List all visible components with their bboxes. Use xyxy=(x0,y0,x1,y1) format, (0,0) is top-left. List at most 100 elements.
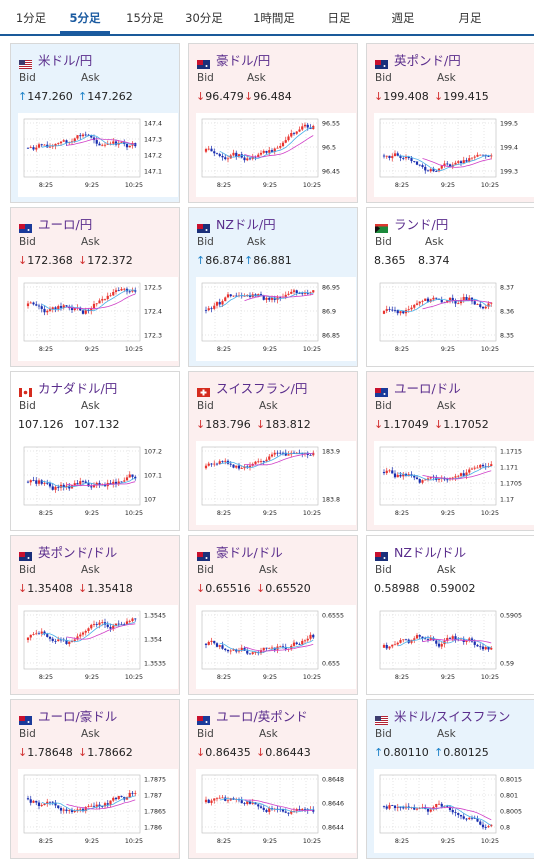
rate-card[interactable]: ユーロ/ドル Bid Ask ↓1.17049 ↓1.17052 1.1715 1.171 1… xyxy=(366,371,534,531)
eu-us-flag-icon xyxy=(375,382,388,397)
candle xyxy=(426,809,430,812)
x-tick-label: 8:25 xyxy=(39,182,53,189)
candle xyxy=(259,152,263,155)
arrow-down-icon: ↓ xyxy=(434,90,444,103)
tab-1分足[interactable]: 1分足 xyxy=(15,11,47,25)
tab-月足[interactable]: 月足 xyxy=(458,11,482,25)
rate-card[interactable]: ユーロ/豪ドル Bid Ask ↓1.78648 ↓1.78662 1.7875 1.787… xyxy=(10,699,180,859)
candle xyxy=(84,807,87,812)
pair-name-link[interactable]: NZドル/円 xyxy=(216,217,276,232)
candle xyxy=(481,306,485,309)
price-chart[interactable]: 1.1715 1.171 1.1705 1.17 8:25 9:25 10:25 xyxy=(374,441,534,525)
candlestick-chart: 8.37 8.36 8.35 8:25 9:25 10:25 xyxy=(379,282,514,353)
moving-average-slow xyxy=(66,799,136,810)
pair-name-link[interactable]: 英ポンド/円 xyxy=(394,53,461,68)
rate-card[interactable]: 英ポンド/ドル Bid Ask ↓1.35408 ↓1.35418 1.3545 1.354… xyxy=(10,535,180,695)
candle xyxy=(237,154,241,157)
candle xyxy=(210,463,213,465)
rate-card[interactable]: ユーロ/円 Bid Ask ↓172.368 ↓172.372 172.5 172.4 172… xyxy=(10,207,180,367)
y-tick-label: 147.4 xyxy=(144,121,162,128)
pair-name-link[interactable]: 豪ドル/円 xyxy=(216,53,271,68)
candle xyxy=(457,475,460,477)
moving-average-fast xyxy=(41,289,136,312)
price-chart[interactable]: 96.55 96.5 96.45 8:25 9:25 10:25 xyxy=(196,113,356,197)
candle xyxy=(273,297,276,300)
pair-name-link[interactable]: 豪ドル/ドル xyxy=(216,545,283,560)
price-chart[interactable]: 199.5 199.4 199.3 8:25 9:25 10:25 xyxy=(374,113,534,197)
candle xyxy=(432,297,435,300)
candle xyxy=(284,452,287,456)
rate-card[interactable]: 英ポンド/円 Bid Ask ↓199.408 ↓199.415 199.5 199.4 19… xyxy=(366,43,534,203)
candle xyxy=(468,469,471,473)
rate-card[interactable]: NZドル/ドル Bid Ask 0.58988 0.59002 0.5905 0.59 8:2… xyxy=(366,535,534,695)
candle xyxy=(254,802,257,805)
rate-card[interactable]: ランド/円 Bid Ask 8.365 8.374 8.37 8.36 8.35 8:25 9:2… xyxy=(366,207,534,367)
rate-card[interactable]: 米ドル/スイスフラン Bid Ask ↑0.80110 ↑0.80125 0.8015 0.… xyxy=(366,699,534,859)
y-tick-label: 1.787 xyxy=(144,793,162,800)
pair-name-link[interactable]: ユーロ/ドル xyxy=(394,381,461,396)
candle xyxy=(391,470,394,474)
price-chart[interactable]: 1.7875 1.787 1.7865 1.786 8:25 9:25 10:25 xyxy=(18,769,178,853)
candle xyxy=(402,473,405,477)
pair-name-link[interactable]: 米ドル/スイスフラン xyxy=(394,709,511,724)
pair-name-link[interactable]: ユーロ/英ポンド xyxy=(216,709,308,724)
candle xyxy=(213,463,216,465)
rate-card[interactable]: NZドル/円 Bid Ask ↑86.874 ↑86.881 86.95 86.9 86.85… xyxy=(188,207,358,367)
rate-card[interactable]: 米ドル/円 Bid Ask ↑147.260 ↑147.262 147.4 147.3 147… xyxy=(10,43,180,203)
y-tick-label: 8.36 xyxy=(500,309,514,316)
candle xyxy=(270,150,274,152)
ask-value: 0.80125 xyxy=(443,746,489,759)
candle xyxy=(451,297,454,301)
candle xyxy=(221,797,224,799)
pair-name-link[interactable]: 英ポンド/ドル xyxy=(38,545,118,560)
rate-card[interactable]: 豪ドル/円 Bid Ask ↓96.479 ↓96.484 96.55 96.5 96.45 8… xyxy=(188,43,358,203)
ask-label: Ask xyxy=(81,728,100,740)
price-chart[interactable]: 0.8648 0.8646 0.8644 8:25 9:25 10:25 xyxy=(196,769,356,853)
price-chart[interactable]: 183.9 183.8 8:25 9:25 10:25 xyxy=(196,441,356,525)
bid-value: 0.86435 xyxy=(205,746,251,759)
tab-日足[interactable]: 日足 xyxy=(327,11,351,25)
rate-card[interactable]: ユーロ/英ポンド Bid Ask ↓0.86435 ↓0.86443 0.8648 0.86… xyxy=(188,699,358,859)
tab-週足[interactable]: 週足 xyxy=(391,11,415,25)
moving-average-slow xyxy=(244,453,314,466)
tab-15分足[interactable]: 15分足 xyxy=(126,11,164,25)
pair-name-link[interactable]: NZドル/ドル xyxy=(394,545,467,560)
pair-name-link[interactable]: ユーロ/豪ドル xyxy=(38,709,118,724)
candle xyxy=(46,801,49,804)
price-chart[interactable]: 8.37 8.36 8.35 8:25 9:25 10:25 xyxy=(374,277,534,361)
pair-name-link[interactable]: ユーロ/円 xyxy=(38,217,93,232)
candle xyxy=(265,647,268,649)
candle xyxy=(424,479,427,481)
candle xyxy=(473,467,476,469)
candle xyxy=(37,144,41,148)
tab-5分足[interactable]: 5分足 xyxy=(60,0,110,34)
price-chart[interactable]: 107.2 107.1 107 8:25 9:25 10:25 xyxy=(18,441,178,525)
tab-30分足[interactable]: 30分足 xyxy=(185,11,223,25)
candle xyxy=(40,805,43,806)
y-tick-label: 147.2 xyxy=(144,153,162,160)
rate-card[interactable]: 豪ドル/ドル Bid Ask ↓0.65516 ↓0.65520 0.6555 0.655 8… xyxy=(188,535,358,695)
price-chart[interactable]: 0.8015 0.801 0.8005 0.8 8:25 9:25 10:25 xyxy=(374,769,534,853)
rate-card[interactable]: スイスフラン/円 Bid Ask ↓183.796 ↓183.812 183.9 183.8… xyxy=(188,371,358,531)
price-chart[interactable]: 86.95 86.9 86.85 8:25 9:25 10:25 xyxy=(196,277,356,361)
candle xyxy=(468,158,471,162)
price-chart[interactable]: 172.5 172.4 172.3 8:25 9:25 10:25 xyxy=(18,277,178,361)
pair-name-link[interactable]: カナダドル/円 xyxy=(38,381,118,396)
pair-name-link[interactable]: 米ドル/円 xyxy=(38,53,93,68)
price-chart[interactable]: 1.3545 1.354 1.3535 8:25 9:25 10:25 xyxy=(18,605,178,689)
candle xyxy=(426,639,430,640)
candle xyxy=(229,294,232,297)
pair-name-link[interactable]: ランド/円 xyxy=(394,217,449,232)
bid-label: Bid xyxy=(19,564,36,576)
price-chart[interactable]: 0.5905 0.59 8:25 9:25 10:25 xyxy=(374,605,534,689)
price-chart[interactable]: 0.6555 0.655 8:25 9:25 10:25 xyxy=(196,605,356,689)
pair-name-link[interactable]: スイスフラン/円 xyxy=(216,381,308,396)
price-chart[interactable]: 147.4 147.3 147.2 147.1 8:25 9:25 10:25 xyxy=(18,113,178,197)
candle xyxy=(487,156,490,158)
rate-card[interactable]: カナダドル/円 Bid Ask 107.126 107.132 107.2 107.1 107… xyxy=(10,371,180,531)
candle xyxy=(112,291,115,296)
tab-1時間足[interactable]: 1時間足 xyxy=(253,11,295,25)
candle xyxy=(257,154,260,158)
candle xyxy=(295,642,298,645)
candle xyxy=(462,639,465,642)
